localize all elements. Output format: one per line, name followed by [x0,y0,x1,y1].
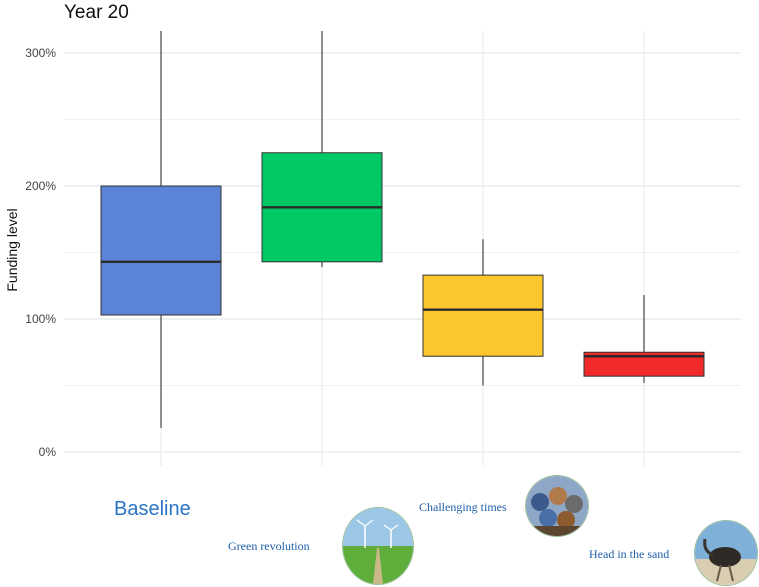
scenario-label-green-revolution: Green revolution [228,539,310,553]
chart-title: Year 20 [64,2,129,23]
y-tick-label: 200% [25,179,56,193]
y-tick-label: 100% [25,312,56,326]
y-axis-title: Funding level [4,208,20,291]
box-baseline [100,185,222,316]
box-head-in-the-sand [583,351,705,377]
scenario-label-challenging-times: Challenging times [419,500,507,514]
y-tick-label: 0% [39,445,57,459]
scenario-label-head-in-the-sand: Head in the sand [589,547,670,561]
wind-farm-photo-icon [342,507,414,585]
y-tick-label: 300% [25,46,56,60]
oil-barrels-photo-icon [525,475,589,537]
box-challenging-times [422,274,544,357]
scenario-label-baseline: Baseline [114,498,191,520]
ostrich-photo-icon [694,520,758,586]
